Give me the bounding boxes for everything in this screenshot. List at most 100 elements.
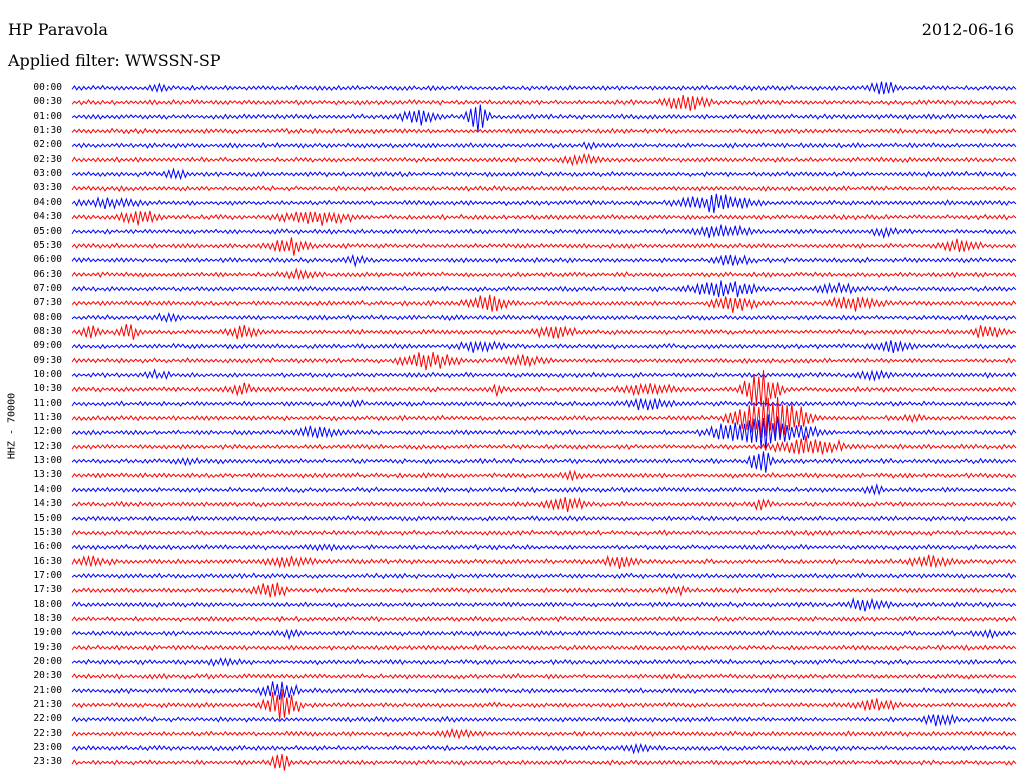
trace-1700 xyxy=(71,572,1017,580)
time-labels: 00:00 00:30 01:00 01:30 02:00 02:30 03:00 03:30… xyxy=(0,0,70,780)
row-time-label: 18:00 xyxy=(33,598,62,610)
row-time-label: 20:30 xyxy=(33,670,62,682)
row-time-label: 14:00 xyxy=(33,483,62,495)
trace-0630 xyxy=(71,267,1017,281)
trace-1400 xyxy=(71,483,1017,496)
trace-2330 xyxy=(71,754,1017,771)
row-time-label: 06:30 xyxy=(33,268,62,280)
row-time-label: 16:30 xyxy=(33,555,62,567)
trace-1430 xyxy=(71,496,1017,513)
row-time-label: 00:00 xyxy=(33,82,62,93)
date-label: 2012-06-16 xyxy=(921,20,1014,39)
row-time-label: 22:00 xyxy=(33,713,62,725)
row-time-label: 21:00 xyxy=(33,684,62,696)
trace-0400 xyxy=(71,193,1017,214)
trace-0900 xyxy=(71,340,1017,354)
trace-1330 xyxy=(71,469,1017,482)
filter-label: Applied filter: WWSSN-SP xyxy=(8,51,221,70)
row-time-label: 07:00 xyxy=(33,282,62,294)
row-time-label: 20:00 xyxy=(33,656,62,667)
trace-0430 xyxy=(71,210,1017,226)
trace-0030 xyxy=(71,95,1017,111)
station-title: HP Paravola xyxy=(8,20,108,39)
row-time-label: 22:30 xyxy=(33,727,62,739)
row-time-label: 10:30 xyxy=(33,383,62,395)
row-time-label: 23:30 xyxy=(33,756,62,768)
trace-0230 xyxy=(71,152,1017,167)
trace-1530 xyxy=(71,529,1017,537)
row-time-label: 18:30 xyxy=(33,612,62,624)
trace-1600 xyxy=(71,543,1017,552)
trace-1000 xyxy=(71,368,1017,382)
trace-2130 xyxy=(71,689,1017,720)
trace-2030 xyxy=(71,672,1017,680)
row-time-label: 01:30 xyxy=(33,125,62,137)
trace-1800 xyxy=(71,597,1017,612)
row-time-label: 07:30 xyxy=(33,297,62,309)
trace-1130 xyxy=(71,396,1017,439)
row-time-label: 05:00 xyxy=(33,225,62,237)
trace-0200 xyxy=(71,141,1017,151)
row-time-label: 15:00 xyxy=(33,512,62,524)
trace-1730 xyxy=(71,582,1017,598)
row-time-label: 06:00 xyxy=(33,254,62,266)
trace-0830 xyxy=(71,324,1017,340)
row-time-label: 12:30 xyxy=(33,440,62,452)
row-time-label: 08:00 xyxy=(33,311,62,323)
trace-0100 xyxy=(71,104,1017,132)
trace-0930 xyxy=(71,352,1017,371)
trace-1500 xyxy=(71,514,1017,522)
trace-0300 xyxy=(71,167,1017,181)
row-time-label: 05:30 xyxy=(33,239,62,251)
row-time-label: 01:00 xyxy=(33,110,62,122)
row-time-label: 23:00 xyxy=(33,742,62,754)
trace-2230 xyxy=(71,727,1017,740)
row-time-label: 11:00 xyxy=(33,397,62,409)
trace-0700 xyxy=(71,280,1017,298)
row-time-label: 11:30 xyxy=(33,412,62,424)
row-time-label: 15:30 xyxy=(33,526,62,538)
row-time-label: 04:30 xyxy=(33,211,62,223)
trace-1900 xyxy=(71,628,1017,641)
trace-0000 xyxy=(71,81,1017,95)
trace-0600 xyxy=(71,253,1017,268)
row-time-label: 10:00 xyxy=(33,369,62,380)
row-time-label: 08:30 xyxy=(33,325,62,337)
trace-2300 xyxy=(71,742,1017,755)
row-time-label: 04:00 xyxy=(33,196,62,208)
row-time-label: 21:30 xyxy=(33,699,62,711)
trace-1630 xyxy=(71,554,1017,569)
trace-2100 xyxy=(71,681,1017,700)
trace-1830 xyxy=(71,615,1017,623)
row-time-label: 13:30 xyxy=(33,469,62,481)
trace-1200 xyxy=(71,414,1017,451)
row-time-label: 17:00 xyxy=(33,569,62,581)
row-time-label: 02:30 xyxy=(33,153,62,165)
row-time-label: 17:30 xyxy=(33,584,62,596)
row-time-label: 09:30 xyxy=(33,354,62,366)
trace-1030 xyxy=(71,370,1017,407)
row-time-label: 19:30 xyxy=(33,641,62,653)
trace-0800 xyxy=(71,311,1017,323)
trace-0130 xyxy=(71,127,1017,135)
row-time-label: 03:00 xyxy=(33,168,62,180)
row-time-label: 03:30 xyxy=(33,182,62,194)
row-time-label: 12:00 xyxy=(33,426,62,438)
row-time-label: 09:00 xyxy=(33,340,62,352)
trace-2000 xyxy=(71,657,1017,668)
trace-2200 xyxy=(71,713,1017,727)
row-time-label: 02:00 xyxy=(33,139,62,151)
row-time-label: 14:30 xyxy=(33,498,62,510)
trace-1230 xyxy=(71,435,1017,455)
trace-0530 xyxy=(71,237,1017,256)
trace-1100 xyxy=(71,397,1017,411)
row-time-label: 00:30 xyxy=(33,96,62,108)
trace-1930 xyxy=(71,644,1017,652)
row-time-label: 19:00 xyxy=(33,627,62,639)
row-time-label: 13:00 xyxy=(33,455,62,467)
trace-1300 xyxy=(71,451,1017,473)
row-time-label: 16:00 xyxy=(33,541,62,553)
trace-0330 xyxy=(71,185,1017,193)
trace-0730 xyxy=(71,294,1017,313)
